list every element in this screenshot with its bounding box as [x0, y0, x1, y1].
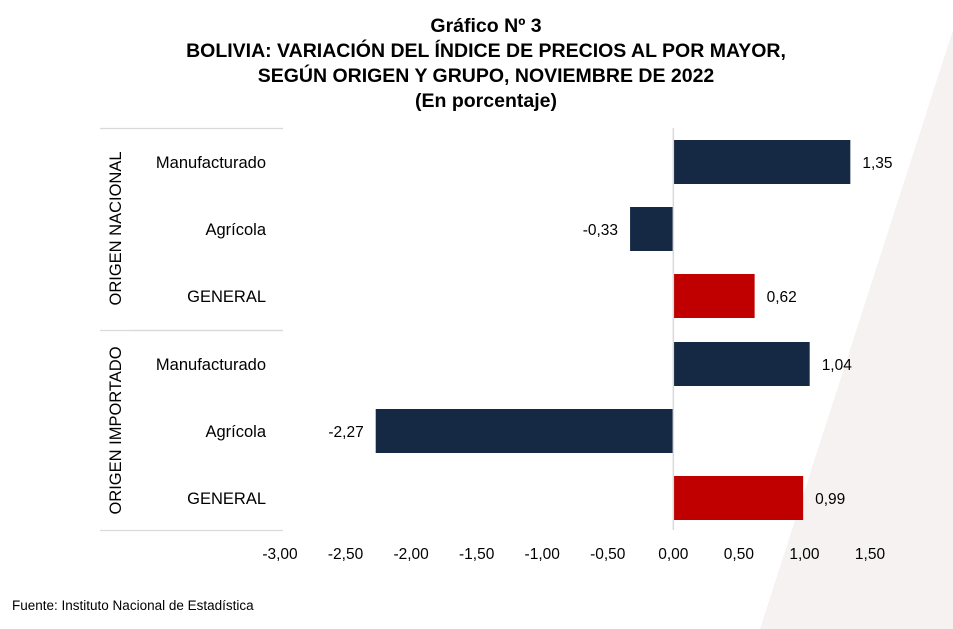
- chart-title-line-1: Gráfico Nº 3: [430, 15, 542, 37]
- group-label: ORIGEN NACIONAL: [107, 151, 125, 305]
- x-tick-label: -3,00: [262, 546, 298, 563]
- x-tick-label: 1,50: [855, 546, 886, 563]
- x-tick-label: -2,00: [393, 546, 429, 563]
- bar-nacional-agrcola: [630, 207, 674, 251]
- group-label: ORIGEN IMPORTADO: [107, 346, 125, 514]
- data-label: -0,33: [583, 222, 618, 239]
- x-tick-label: 0,00: [658, 546, 689, 563]
- category-label: Manufacturado: [156, 356, 266, 374]
- source-note: Fuente: Instituto Nacional de Estadístic…: [12, 598, 254, 613]
- data-label: 1,04: [822, 357, 853, 374]
- data-label: -2,27: [328, 424, 363, 441]
- x-tick-label: -1,50: [459, 546, 495, 563]
- data-label: 1,35: [862, 155, 892, 172]
- bar-nacional-manufacturado: [673, 140, 851, 184]
- x-tick-label: -0,50: [590, 546, 626, 563]
- category-label: GENERAL: [187, 490, 266, 508]
- bar-importado-general: [673, 476, 804, 520]
- chart-title-line-3: SEGÚN ORIGEN Y GRUPO, NOVIEMBRE DE 2022: [257, 65, 715, 87]
- category-label: Agrícola: [205, 221, 266, 239]
- bar-nacional-general: [673, 274, 755, 318]
- x-tick-label: 1,00: [789, 546, 820, 563]
- data-label: 0,99: [815, 491, 845, 508]
- category-label: GENERAL: [187, 288, 266, 306]
- category-label: Agrícola: [205, 423, 266, 441]
- data-label: 0,62: [767, 289, 797, 306]
- x-tick-label: 0,50: [724, 546, 755, 563]
- x-tick-label: -2,50: [328, 546, 364, 563]
- bar-importado-manufacturado: [673, 342, 810, 386]
- chart-title-line-4: (En porcentaje): [415, 90, 557, 112]
- chart-title-line-2: BOLIVIA: VARIACIÓN DEL ÍNDICE DE PRECIOS…: [186, 40, 786, 62]
- bar-importado-agrcola: [375, 409, 674, 453]
- chart-title: Gráfico Nº 3 BOLIVIA: VARIACIÓN DEL ÍNDI…: [0, 14, 953, 114]
- category-label: Manufacturado: [156, 154, 266, 172]
- x-tick-label: -1,00: [525, 546, 561, 563]
